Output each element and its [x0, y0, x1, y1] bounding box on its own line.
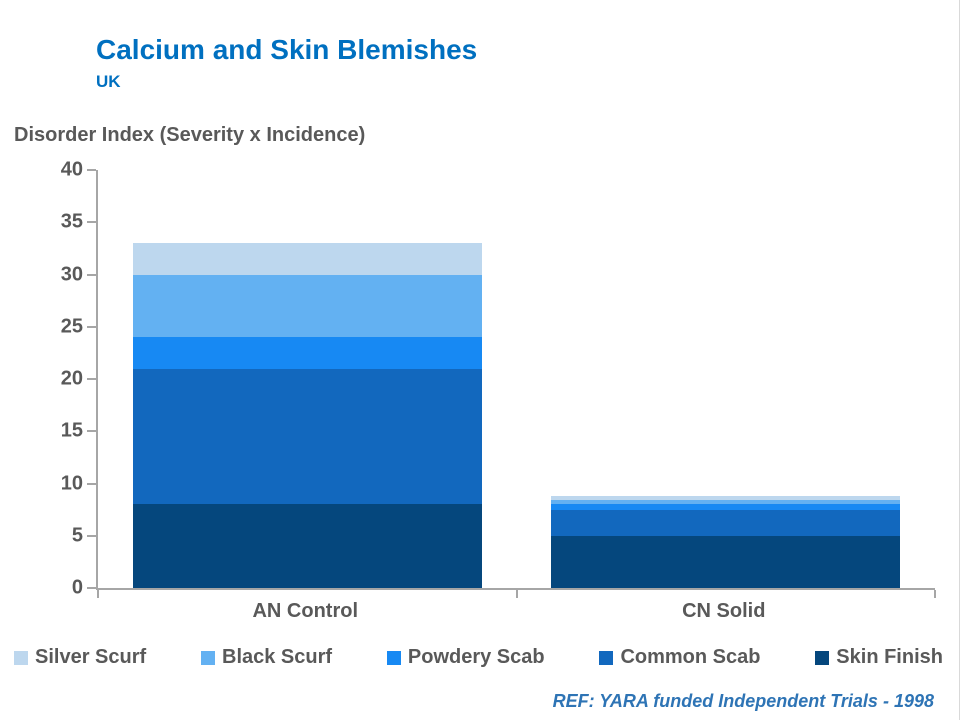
y-axis-label: 30	[60, 263, 83, 285]
stacked-bar-an-control	[132, 243, 482, 588]
category-cn-solid	[517, 170, 936, 588]
legend-swatch-common-scab	[599, 650, 614, 665]
legend-swatch-powdery-scab	[386, 650, 401, 665]
legend-label-common-scab: Common Scab	[620, 646, 761, 668]
legend-label-black-scurf: Black Scurf	[222, 646, 333, 668]
legend-swatch-black-scurf	[201, 650, 215, 665]
y-axis-tick	[87, 325, 96, 328]
legend-item-powdery-scab: Powdery Scab	[386, 646, 545, 669]
y-axis-label: 20	[60, 367, 83, 390]
legend-label-skin-finish: Skin Finish	[836, 646, 943, 668]
x-axis-label-an-control: AN Control	[252, 600, 359, 622]
y-axis: 0 5 10 15 20 25 30 35 40	[0, 159, 96, 599]
legend-swatch-skin-finish	[815, 650, 830, 665]
y-axis-tick	[87, 273, 96, 276]
y-axis-label: 0	[71, 576, 83, 599]
segment-silver-scurf	[551, 496, 901, 501]
segment-skin-finish	[551, 535, 901, 588]
segment-silver-scurf	[132, 243, 482, 275]
legend-item-black-scurf: Black Scurf	[201, 646, 332, 669]
legend-swatch-silver-scurf	[14, 650, 28, 665]
legend: Silver Scurf Black Scurf Powdery Scab Commo…	[14, 646, 943, 669]
y-axis-title: Disorder Index (Severity x Incidence)	[14, 124, 366, 146]
legend-item-skin-finish: Skin Finish	[815, 646, 943, 669]
plot-inner	[98, 170, 935, 588]
y-axis-label: 10	[60, 472, 83, 494]
y-axis-tick	[87, 587, 96, 589]
y-axis-tick	[87, 534, 96, 537]
x-axis-label-cn-solid: CN Solid	[682, 600, 766, 622]
y-axis-label: 40	[60, 158, 83, 181]
x-axis-tick	[97, 590, 99, 598]
y-axis-tick	[87, 482, 96, 485]
legend-label-silver-scurf: Silver Scurf	[35, 646, 147, 668]
segment-powdery-scab	[132, 337, 482, 369]
segment-common-scab	[132, 368, 482, 505]
segment-black-scurf	[132, 274, 482, 338]
y-axis-tick	[87, 169, 96, 171]
page-subtitle: UK	[96, 72, 121, 91]
legend-label-powdery-scab: Powdery Scab	[407, 646, 545, 668]
reference-note: REF: YARA funded Independent Trials - 19…	[552, 691, 934, 711]
segment-powdery-scab	[551, 504, 901, 510]
y-axis-label: 25	[60, 315, 83, 338]
y-axis-label: 5	[71, 524, 83, 547]
y-axis-label: 15	[60, 419, 83, 442]
segment-black-scurf	[551, 500, 901, 505]
plot-area	[96, 170, 936, 598]
category-an-control	[98, 170, 517, 588]
stacked-bar-cn-solid	[551, 496, 901, 588]
y-axis-tick	[87, 430, 96, 433]
segment-common-scab	[551, 509, 901, 536]
page-title: Calcium and Skin Blemishes	[96, 34, 478, 65]
x-axis-labels: AN Control CN Solid	[96, 600, 933, 623]
legend-item-silver-scurf: Silver Scurf	[14, 646, 146, 669]
legend-item-common-scab: Common Scab	[599, 646, 760, 669]
segment-skin-finish	[132, 504, 482, 588]
x-axis-tick	[934, 590, 936, 598]
y-axis-label: 35	[60, 210, 83, 233]
y-axis-tick	[87, 378, 96, 380]
y-axis-tick	[87, 221, 96, 224]
x-axis-tick	[515, 590, 518, 598]
